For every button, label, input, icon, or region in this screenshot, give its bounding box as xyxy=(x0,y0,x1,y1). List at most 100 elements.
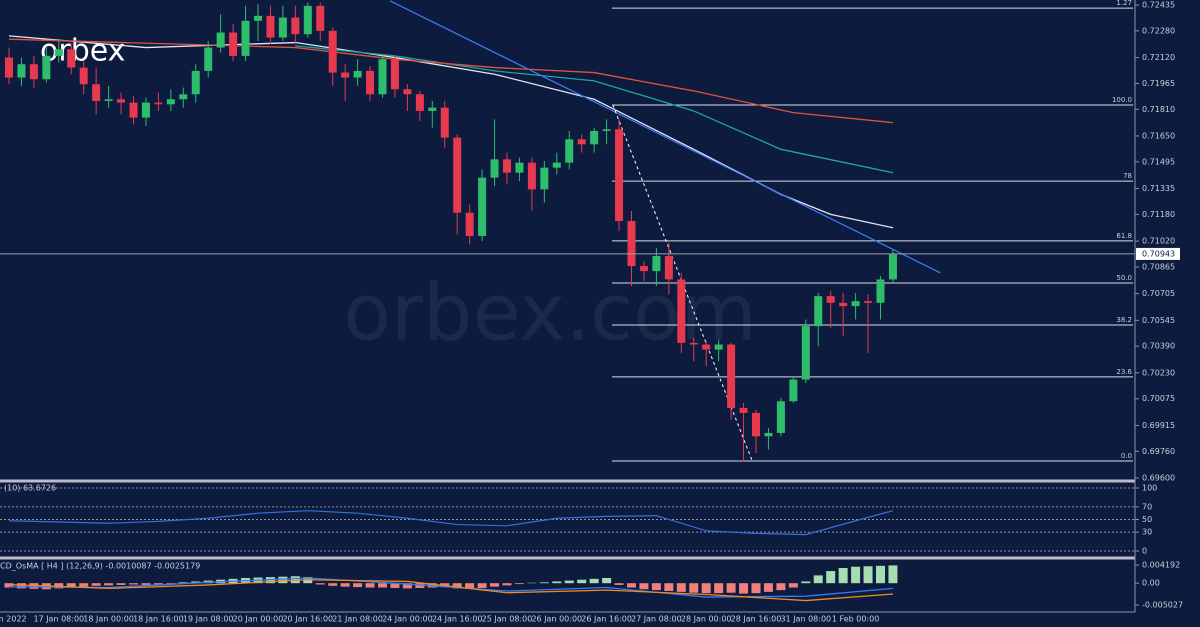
y-tick-label: 100 xyxy=(1142,484,1157,493)
candle-body xyxy=(378,59,387,95)
candle-body xyxy=(839,302,848,307)
histogram-bar xyxy=(589,578,599,584)
candle-body xyxy=(702,344,711,350)
candle-body xyxy=(428,107,437,111)
candle-body xyxy=(627,221,636,267)
x-tick-label: 24 Jan 16:00 xyxy=(432,615,483,624)
histogram-bar xyxy=(79,583,89,587)
brand-logo: orbex xyxy=(40,34,125,69)
candle-body xyxy=(341,72,350,78)
histogram-bar xyxy=(390,583,400,588)
candle-body xyxy=(801,326,810,380)
candle-body xyxy=(689,342,698,345)
candle-body xyxy=(478,177,487,237)
histogram-bar xyxy=(564,580,574,584)
y-tick-label: 0.71650 xyxy=(1142,131,1175,140)
indicator-line xyxy=(295,45,894,174)
last-price-label: 0.70943 xyxy=(1142,249,1175,258)
y-tick-label: 0.71180 xyxy=(1142,210,1175,219)
histogram-bar xyxy=(353,583,363,588)
candle-body xyxy=(17,64,26,78)
candle-body xyxy=(191,70,200,95)
histogram-bar xyxy=(378,583,387,588)
y-tick-label: 0.70075 xyxy=(1142,394,1175,403)
candle-body xyxy=(652,256,661,272)
candle-body xyxy=(490,159,499,178)
y-tick-label: 0.71495 xyxy=(1142,157,1175,166)
y-tick-label: 70 xyxy=(1142,502,1152,511)
candle-body xyxy=(291,17,300,35)
histogram-bar xyxy=(514,583,524,585)
histogram-bar xyxy=(116,583,126,585)
candle-body xyxy=(241,20,250,56)
histogram-bar xyxy=(16,583,26,589)
histogram-bar xyxy=(788,583,798,588)
candle-body xyxy=(639,266,648,272)
x-tick-label: 19 Jan 08:00 xyxy=(183,615,234,624)
watermark: orbex.com xyxy=(343,268,756,358)
candle-body xyxy=(204,47,213,71)
candle-body xyxy=(776,401,785,433)
histogram-bar xyxy=(452,583,462,589)
histogram-bar xyxy=(763,583,773,592)
histogram-bar xyxy=(477,583,487,588)
candle-body xyxy=(390,59,399,90)
fib-label: 1.27 xyxy=(1116,0,1132,7)
candle-body xyxy=(540,167,549,190)
y-tick-label: 0.71810 xyxy=(1142,105,1175,114)
candle-body xyxy=(366,70,375,95)
y-tick-label: 0.69760 xyxy=(1142,447,1175,456)
fib-label: 61.8 xyxy=(1116,232,1132,240)
histogram-bar xyxy=(315,583,325,585)
candle-body xyxy=(353,70,362,78)
y-tick-label: 0.70230 xyxy=(1142,368,1175,377)
x-tick-label: 24 Jan 00:00 xyxy=(382,615,433,624)
candle-body xyxy=(29,64,38,80)
histogram-bar xyxy=(328,583,338,586)
indicator-line xyxy=(389,0,941,274)
histogram-bar xyxy=(141,583,151,585)
y-tick-label: 0.70705 xyxy=(1142,289,1175,298)
candle-body xyxy=(179,94,188,100)
candle-body xyxy=(92,84,101,101)
candle-body xyxy=(254,15,262,21)
x-tick-label: 27 Jan 08:00 xyxy=(631,615,682,624)
candle-body xyxy=(577,139,586,145)
histogram-bar xyxy=(465,583,475,589)
histogram-bar xyxy=(104,583,114,586)
rsi-line xyxy=(8,510,894,536)
candle-body xyxy=(851,301,860,307)
y-tick-label: 50 xyxy=(1142,515,1152,524)
y-tick-label: 0.72280 xyxy=(1142,26,1175,35)
candle-body xyxy=(316,5,325,31)
candle-body xyxy=(876,279,885,303)
histogram-bar xyxy=(714,583,724,594)
candle-body xyxy=(664,256,673,280)
candle-body xyxy=(54,49,63,56)
candle-body xyxy=(129,102,138,118)
histogram-bar xyxy=(577,579,587,584)
histogram-bar xyxy=(701,583,711,594)
candle-body xyxy=(278,17,287,38)
histogram-bar xyxy=(664,583,674,591)
histogram-bar xyxy=(402,583,412,589)
x-tick-label: 20 Jan 00:00 xyxy=(233,615,284,624)
candle-body xyxy=(826,296,835,303)
y-tick-label: 0.72435 xyxy=(1142,1,1175,10)
histogram-bar xyxy=(539,582,549,584)
y-tick-label: 0.69600 xyxy=(1142,474,1175,483)
candle-body xyxy=(266,15,275,38)
candle-body xyxy=(752,412,760,437)
candle-body xyxy=(888,254,897,280)
candle-body xyxy=(727,344,736,408)
indicator-line xyxy=(8,38,894,124)
x-tick-label: 26 Jan 16:00 xyxy=(581,615,632,624)
histogram-bar xyxy=(91,583,101,586)
last-price-box xyxy=(1136,247,1180,260)
candle-body xyxy=(465,212,474,237)
candle-body xyxy=(864,301,873,303)
candle-body xyxy=(141,102,150,118)
candle-body xyxy=(764,432,773,437)
osma-title: CD_OsMA [ H4 ] (12,26,9) -0.0010087 -0.0… xyxy=(0,562,200,571)
histogram-bar xyxy=(801,581,811,584)
